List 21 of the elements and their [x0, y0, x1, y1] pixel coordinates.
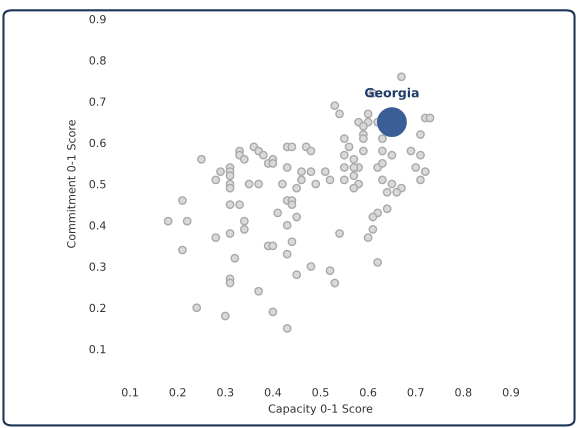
x-tick-label: 0.1	[122, 388, 138, 396]
y-tick-label: 0.1	[90, 344, 106, 354]
y-tick-label: 0.5	[90, 180, 106, 188]
x-axis-title: Capacity 0-1 Score	[268, 404, 372, 415]
x-tick-label: 0.9	[502, 388, 520, 396]
y-tick-label: 0.7	[90, 97, 106, 106]
x-tick-label: 0.3	[217, 388, 234, 396]
y-tick-label: 0.8	[90, 56, 106, 65]
y-tick-label: 0.2	[90, 304, 106, 312]
y-tick-label: 0.3	[90, 262, 106, 271]
x-tick-label: 0.8	[455, 388, 472, 396]
x-tick-label: 0.7	[408, 388, 424, 396]
x-tick-label: 0.6	[360, 388, 376, 396]
y-tick-label: 0.9	[90, 14, 106, 24]
y-axis-title: Commitment 0-1 Score	[66, 120, 76, 248]
y-tick-label: 0.6	[90, 138, 106, 148]
series-label: Georgia	[364, 88, 419, 100]
x-tick-label: 0.2	[170, 388, 186, 396]
x-tick-label: 0.5	[312, 388, 328, 396]
y-tick-label: 0.4	[90, 221, 106, 230]
x-tick-label: 0.4	[264, 388, 282, 396]
